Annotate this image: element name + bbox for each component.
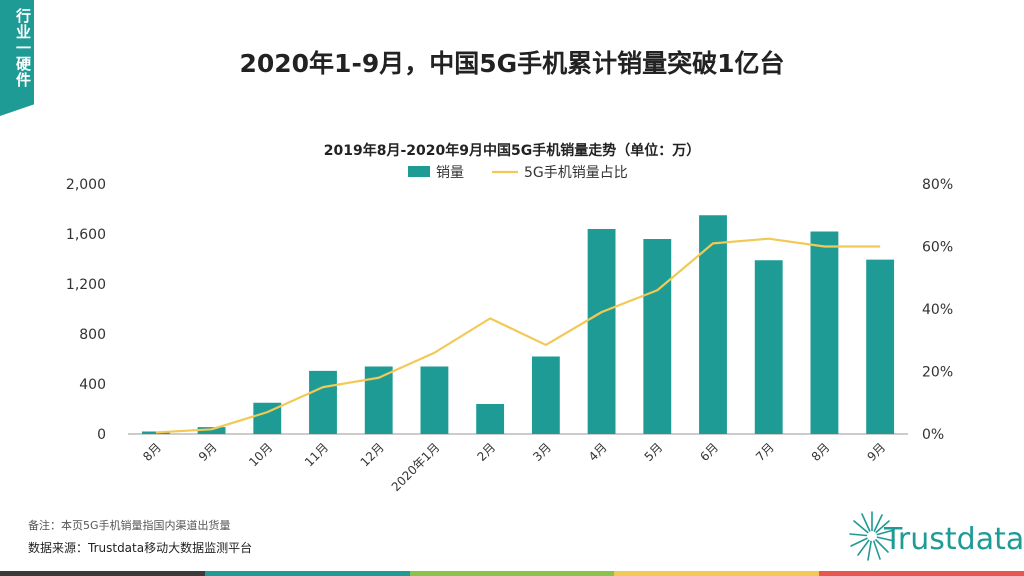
y-left-tick-label: 400 xyxy=(79,377,106,393)
y-right-tick-label: 0% xyxy=(922,427,944,443)
bottom-bar-segment xyxy=(614,571,820,576)
x-tick-label: 9月 xyxy=(864,440,888,464)
bottom-color-bar xyxy=(0,571,1024,576)
bar-sales xyxy=(810,231,839,434)
chart-title: 2019年8月-2020年9月中国5G手机销量走势（单位：万） xyxy=(323,143,701,159)
x-tick-label: 8月 xyxy=(140,440,164,464)
bar-sales xyxy=(531,356,560,434)
x-tick-label: 2月 xyxy=(474,440,498,464)
x-tick-label: 5月 xyxy=(642,440,666,464)
page-title: 2020年1-9月，中国5G手机累计销量突破1亿台 xyxy=(239,49,785,78)
bar-sales xyxy=(866,259,895,434)
x-tick-label: 3月 xyxy=(530,440,554,464)
bar-sales xyxy=(420,366,449,434)
trustdata-logo-icon xyxy=(849,511,895,561)
x-tick-label: 7月 xyxy=(753,440,777,464)
y-left-tick-label: 800 xyxy=(79,327,106,343)
bar-sales xyxy=(476,404,505,434)
x-tick-label: 2020年1月 xyxy=(389,440,443,494)
y-left-tick-label: 1,200 xyxy=(66,277,106,293)
side-tab-label: 行业一硬件 xyxy=(14,8,32,88)
combo-chart: 0 400 800 1,200 1,600 2,000 0% 20% 40% 60% 80% 8月 9月… xyxy=(66,165,953,494)
footnote: 备注：本页5G手机销量指国内渠道出货量 xyxy=(28,519,231,532)
bar-sales xyxy=(699,215,727,434)
y-left-tick-label: 2,000 xyxy=(66,177,106,193)
bottom-bar-segment xyxy=(204,571,410,576)
bar-sales xyxy=(754,260,783,434)
bottom-bar-segment xyxy=(0,571,205,576)
y-right-tick-label: 80% xyxy=(922,177,953,193)
y-left-tick-label: 1,600 xyxy=(66,227,106,243)
y-right-tick-label: 20% xyxy=(922,365,953,381)
side-tab: 行业一硬件 xyxy=(0,0,34,116)
line-share-series xyxy=(155,237,881,434)
brand-name: Trustdata xyxy=(884,522,1024,557)
x-tick-label: 10月 xyxy=(246,440,275,469)
bottom-bar-segment xyxy=(409,571,615,576)
bar-sales xyxy=(309,370,337,434)
x-tick-label: 11月 xyxy=(302,440,331,469)
legend-label-bar: 销量 xyxy=(436,165,464,181)
x-tick-label: 4月 xyxy=(586,440,610,464)
bar-sales xyxy=(643,239,672,434)
bottom-bar-segment xyxy=(819,571,1024,576)
x-tick-label: 6月 xyxy=(697,440,721,464)
x-tick-label: 8月 xyxy=(809,440,833,464)
y-left-tick-label: 0 xyxy=(97,427,106,443)
bar-sales xyxy=(587,229,616,434)
legend-swatch-bar xyxy=(408,166,430,177)
x-tick-label: 9月 xyxy=(196,440,220,464)
data-source: 数据来源：Trustdata移动大数据监测平台 xyxy=(28,541,253,555)
bar-sales xyxy=(197,427,226,434)
legend-label-line: 5G手机销量占比 xyxy=(524,165,628,181)
y-right-tick-label: 60% xyxy=(922,240,953,256)
bar-sales xyxy=(141,431,170,434)
y-right-tick-label: 40% xyxy=(922,302,953,318)
x-tick-label: 12月 xyxy=(358,440,387,469)
